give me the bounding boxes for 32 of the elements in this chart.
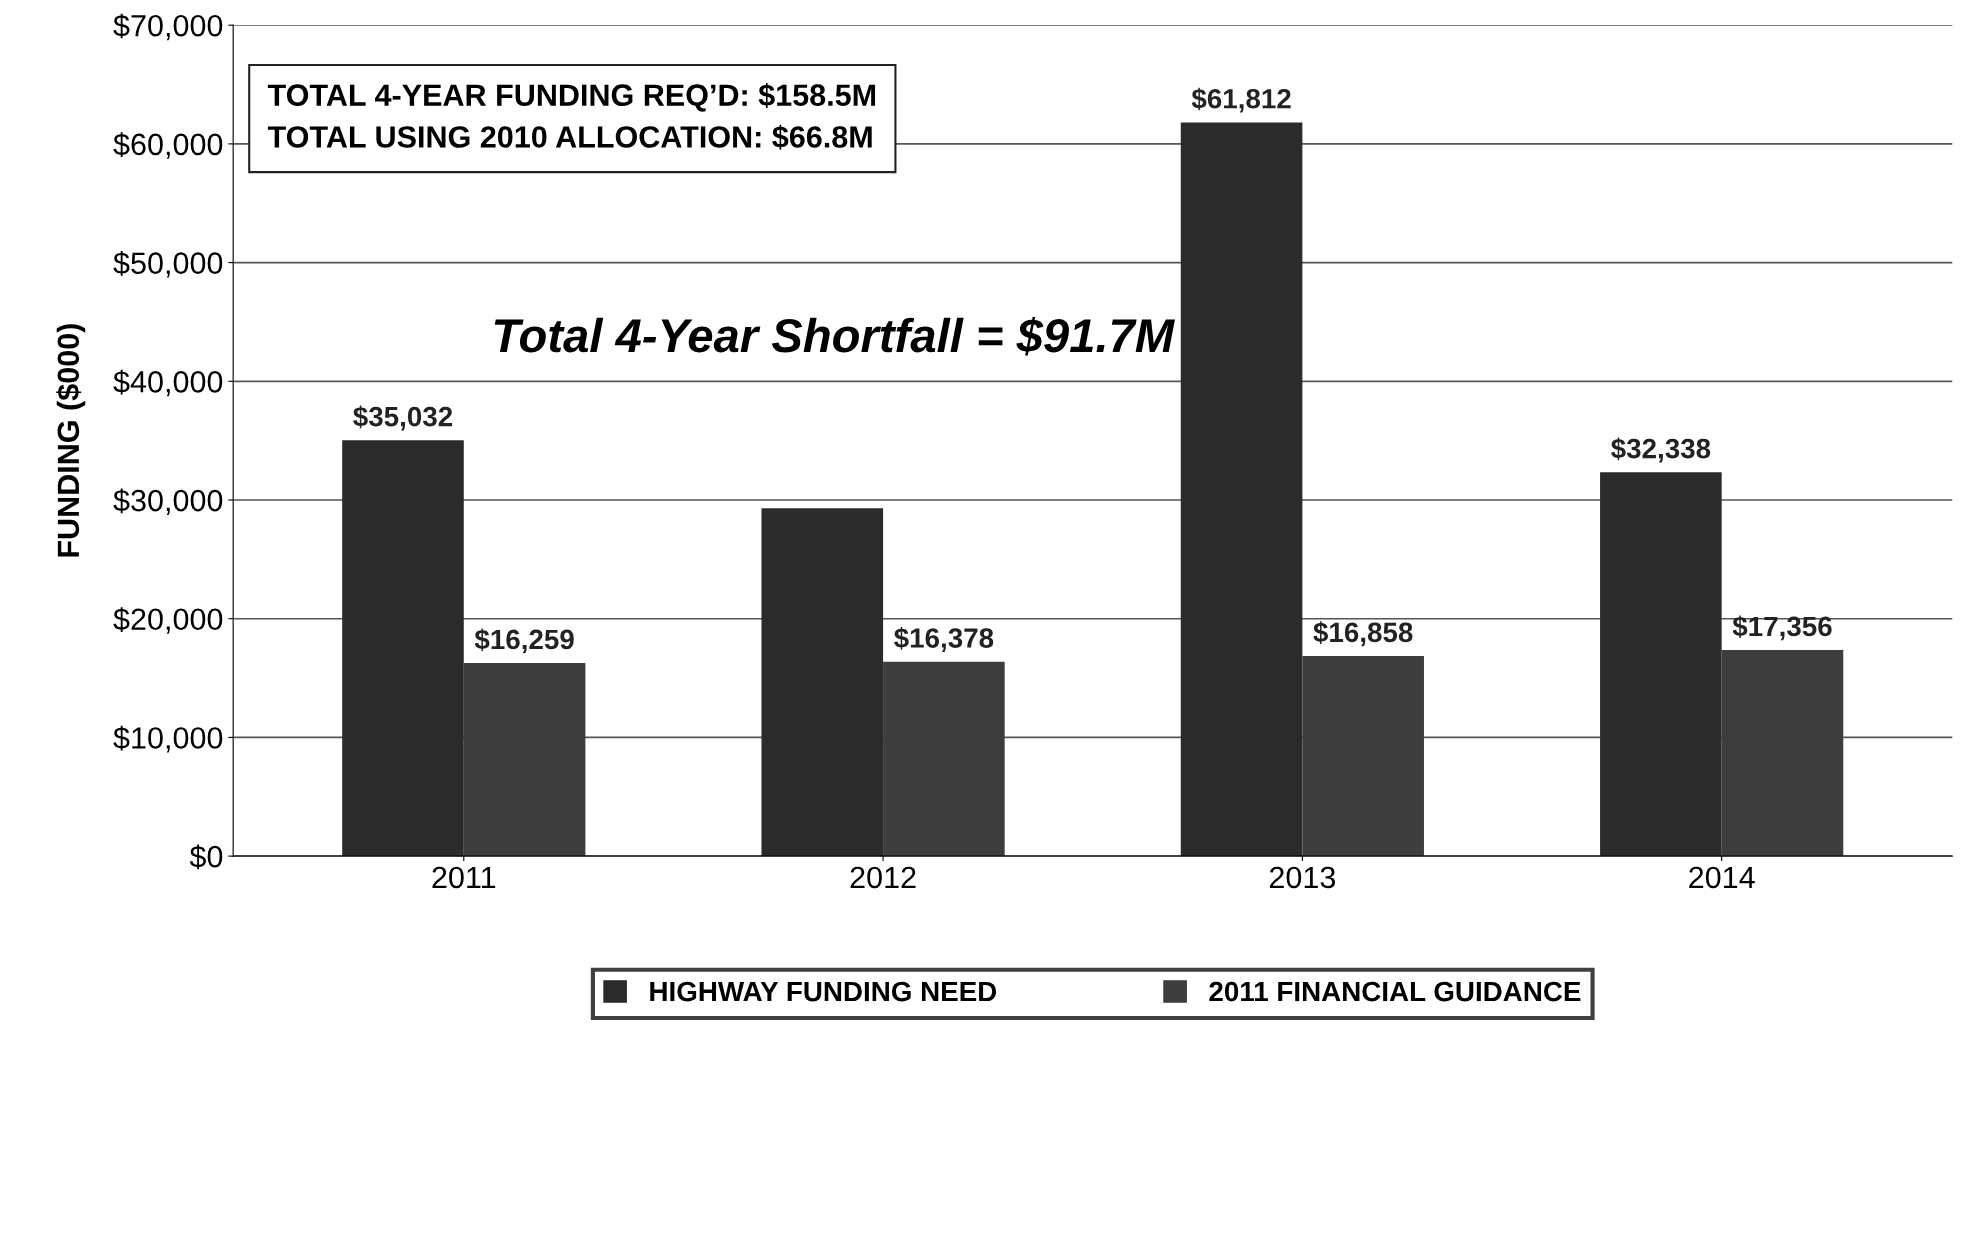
- bar: [1180, 122, 1303, 857]
- y-tick-label: $20,000: [113, 607, 223, 634]
- legend-label: HIGHWAY FUNDING NEED: [650, 981, 997, 1002]
- data-label: $35,032: [353, 405, 453, 431]
- y-tick-label: $30,000: [113, 488, 223, 515]
- annotation: Total 4-Year Shortfall = $91.7M: [494, 316, 1175, 356]
- data-label: $16,378: [894, 626, 994, 652]
- data-label: $16,259: [474, 628, 574, 654]
- y-tick-label: $70,000: [113, 13, 223, 41]
- data-label: $16,858: [1313, 621, 1413, 647]
- data-label: $32,338: [1611, 437, 1711, 463]
- bar: [1302, 656, 1424, 857]
- x-tick-label: 2011: [432, 866, 496, 889]
- y-tick-label: $50,000: [113, 251, 223, 278]
- y-axis-title: FUNDING ($000): [56, 324, 86, 557]
- bar: [1600, 472, 1722, 857]
- bar: [342, 440, 464, 857]
- annotation: TOTAL 4-YEAR FUNDING REQ’D: $158.5M TOTAL USING 2010 ALLOCATION: $66.8M: [267, 83, 876, 150]
- x-tick-label: 2013: [1269, 866, 1336, 889]
- bar: [1721, 650, 1844, 857]
- legend-label: 2011 FINANCIAL GUIDANCE: [1209, 981, 1581, 1002]
- y-tick-label: $10,000: [113, 725, 223, 753]
- x-tick-label: 2012: [850, 866, 916, 889]
- y-tick-label: $40,000: [113, 369, 223, 397]
- bar: [761, 508, 884, 857]
- x-tick-label: 2014: [1689, 866, 1755, 889]
- data-label: $61,812: [1191, 87, 1291, 113]
- y-tick-label: $0: [189, 844, 223, 870]
- bar: [883, 661, 1005, 857]
- y-tick-label: $60,000: [113, 132, 223, 159]
- data-label: $17,356: [1732, 615, 1832, 641]
- bar: [463, 663, 586, 857]
